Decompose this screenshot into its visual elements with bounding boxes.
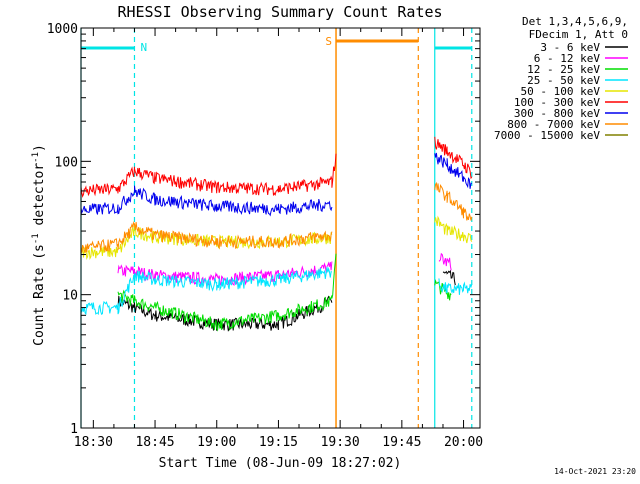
y-axis-label-superscript: -1 <box>31 152 41 163</box>
series-line <box>442 269 456 286</box>
chart-title: RHESSI Observing Summary Count Rates <box>117 3 442 21</box>
legend-label: 7000 - 15000 keV <box>494 129 600 142</box>
y-tick-label: 100 <box>55 155 78 170</box>
legend-label: 100 - 300 keV <box>514 96 600 109</box>
series-line <box>434 181 473 221</box>
series-line <box>117 295 333 332</box>
timestamp: 14-Oct-2021 23:20 <box>554 467 636 476</box>
legend-title-line2: FDecim 1, Att 0 <box>529 28 628 41</box>
x-tick-label: 18:45 <box>135 435 174 450</box>
series-line <box>434 215 473 244</box>
series-line <box>80 220 333 253</box>
x-tick-label: 19:00 <box>197 435 236 450</box>
x-tick-label: 19:45 <box>382 435 421 450</box>
series-line <box>438 278 473 295</box>
y-axis-label: Count Rate (s-1 detector-1) <box>31 144 47 346</box>
night-label: N <box>140 41 147 54</box>
y-axis-label-part: Count Rate (s <box>32 244 47 346</box>
x-axis-label: Start Time (08-Jun-09 18:27:02) <box>159 456 402 471</box>
series-lines <box>80 136 473 429</box>
saa-label: S <box>325 35 332 48</box>
legend-label: 25 - 50 keV <box>527 74 600 87</box>
series-line <box>434 152 473 189</box>
plot-frame <box>80 27 481 429</box>
x-tick-label: 19:30 <box>321 435 360 450</box>
axes: 18:30 18:45 19:00 19:15 19:30 19:45 20:00 1 10 10… <box>47 22 483 450</box>
legend-label: 3 - 6 keV <box>540 41 600 54</box>
legend-label: 6 - 12 keV <box>534 52 601 65</box>
y-tick-label: 1 <box>70 422 78 437</box>
series-line <box>80 153 337 198</box>
legend-label: 300 - 800 keV <box>514 107 600 120</box>
y-axis-label-superscript: -1 <box>31 233 41 244</box>
series-line <box>80 185 333 217</box>
x-tick-label: 20:00 <box>444 435 483 450</box>
y-axis-label-part: ) <box>32 144 47 152</box>
x-tick-label: 19:15 <box>259 435 298 450</box>
legend-label: 12 - 25 keV <box>527 63 600 76</box>
series-line <box>434 136 473 180</box>
legend-label: 800 - 7000 keV <box>507 118 600 131</box>
series-line <box>80 266 333 316</box>
y-axis-label-part: detector <box>32 163 47 234</box>
legend-label: 50 - 100 keV <box>521 85 601 98</box>
x-tick-label: 18:30 <box>74 435 113 450</box>
series-line <box>117 253 337 332</box>
y-tick-label: 10 <box>62 289 78 304</box>
legend-title-line1: Det 1,3,4,5,6,9, <box>522 15 628 28</box>
y-tick-label: 1000 <box>47 22 78 37</box>
series-line <box>438 252 452 271</box>
